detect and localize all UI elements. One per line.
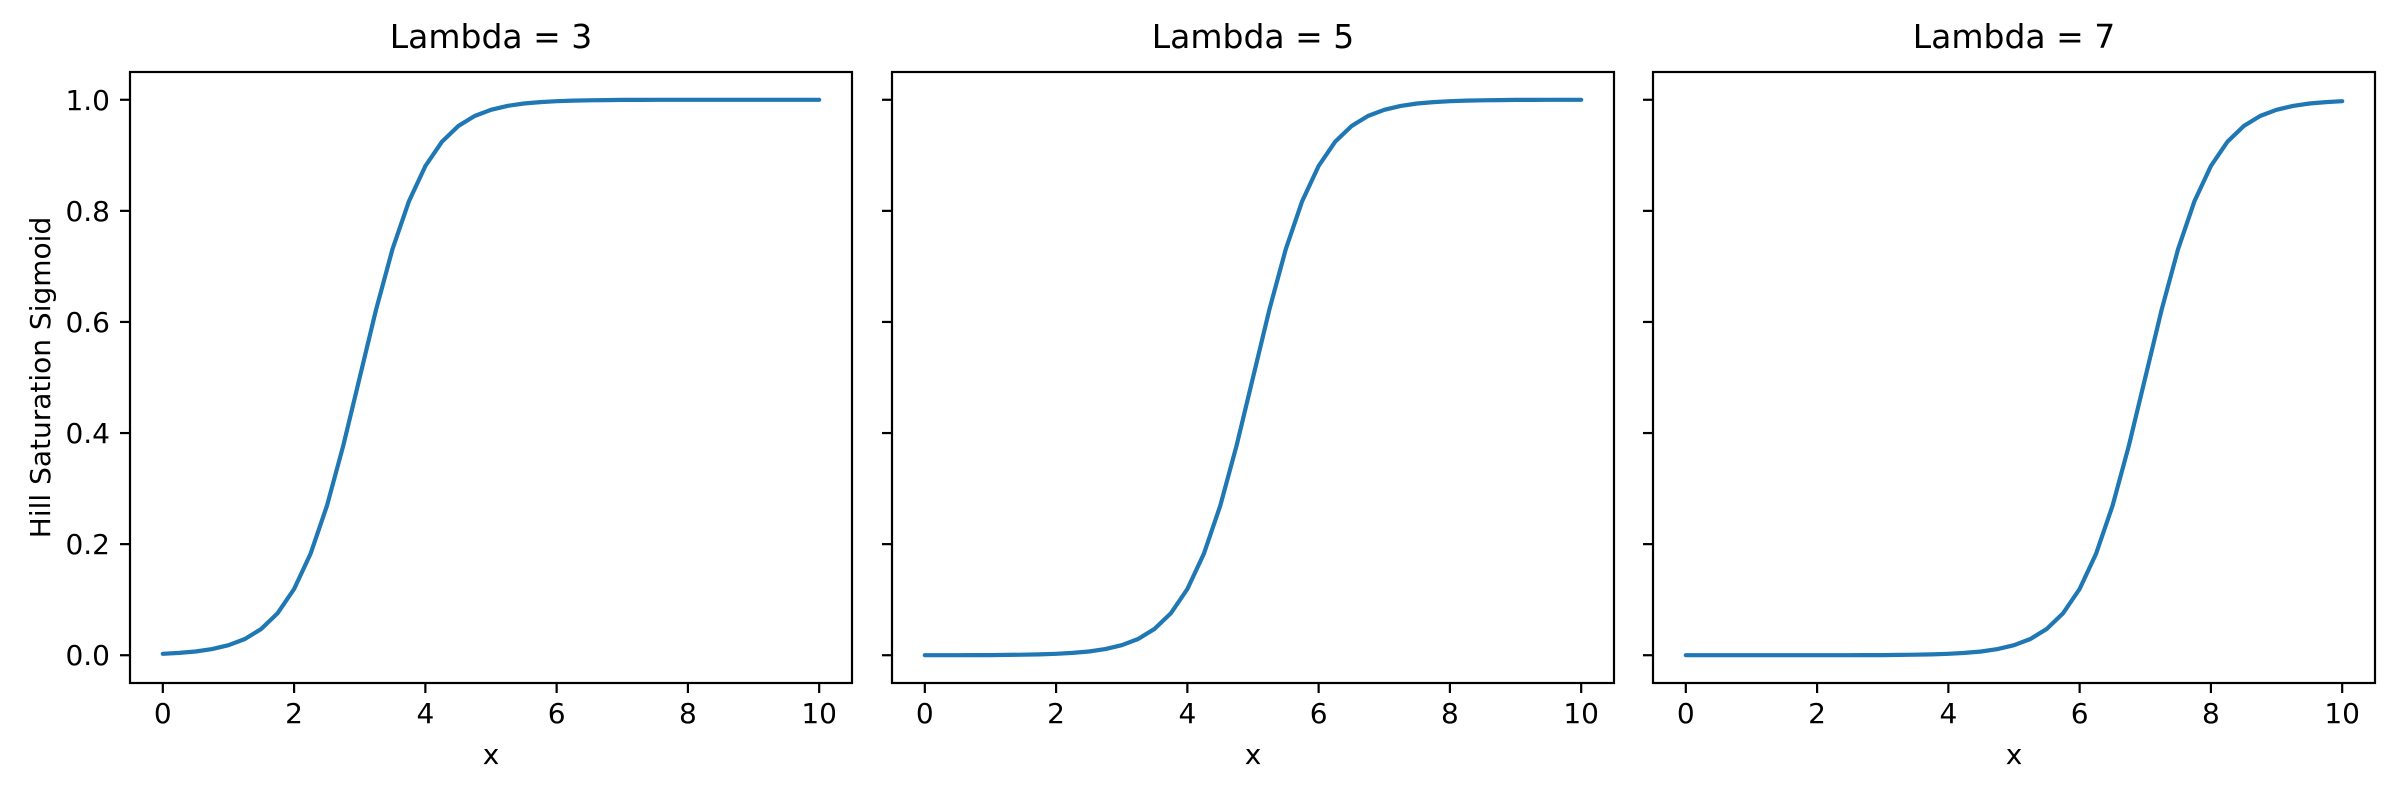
x-tick-label: 0 xyxy=(154,697,172,730)
x-tick-label: 8 xyxy=(2202,697,2220,730)
x-tick-label: 2 xyxy=(1808,697,1826,730)
plot-border xyxy=(128,70,854,685)
x-tick-label: 10 xyxy=(801,697,837,730)
x-tick-label: 4 xyxy=(416,697,434,730)
x-tick-label: 0 xyxy=(1677,697,1695,730)
x-axis-label: x xyxy=(1245,738,1262,771)
x-tick-label: 2 xyxy=(1047,697,1065,730)
x-tick-label: 6 xyxy=(548,697,566,730)
x-tick-label: 6 xyxy=(2071,697,2089,730)
y-tick-label: 0.6 xyxy=(65,306,110,339)
x-tick-label: 0 xyxy=(916,697,934,730)
x-tick-label: 8 xyxy=(679,697,697,730)
y-tick-label: 0.0 xyxy=(65,639,110,672)
y-tick-label: 0.4 xyxy=(65,417,110,450)
x-tick-label: 8 xyxy=(1441,697,1459,730)
subplot-title: Lambda = 3 xyxy=(390,17,593,56)
y-tick-label: 0.8 xyxy=(65,195,110,228)
subplot-3: Lambda = 7 0 2 4 6 8 10 x xyxy=(1643,17,2377,771)
x-axis-label: x xyxy=(483,738,500,771)
x-tick-label: 2 xyxy=(285,697,303,730)
sigmoid-curve-lambda-3 xyxy=(160,97,822,656)
x-tick-label: 4 xyxy=(1939,697,1957,730)
x-axis-label: x xyxy=(2006,738,2023,771)
x-tick-label: 10 xyxy=(2324,697,2360,730)
plot-border xyxy=(1651,70,2377,685)
sigmoid-curve-lambda-5 xyxy=(922,97,1584,658)
subplot-2: Lambda = 5 0 2 4 6 8 10 x xyxy=(882,17,1616,771)
x-tick-label: 4 xyxy=(1178,697,1196,730)
sigmoid-curve-lambda-7 xyxy=(1683,99,2345,658)
y-tick-label: 0.2 xyxy=(65,528,110,561)
x-tick-label: 10 xyxy=(1563,697,1599,730)
subplot-1: Lambda = 3 0 2 4 6 8 10 0.0 0.2 0.4 0.6 0.8 1.0 x Hill… xyxy=(24,17,854,771)
y-tick-label: 1.0 xyxy=(65,84,110,117)
subplot-title: Lambda = 7 xyxy=(1913,17,2116,56)
subplot-title: Lambda = 5 xyxy=(1152,17,1355,56)
plot-border xyxy=(890,70,1616,685)
x-tick-label: 6 xyxy=(1310,697,1328,730)
y-axis-label: Hill Saturation Sigmoid xyxy=(24,217,57,538)
